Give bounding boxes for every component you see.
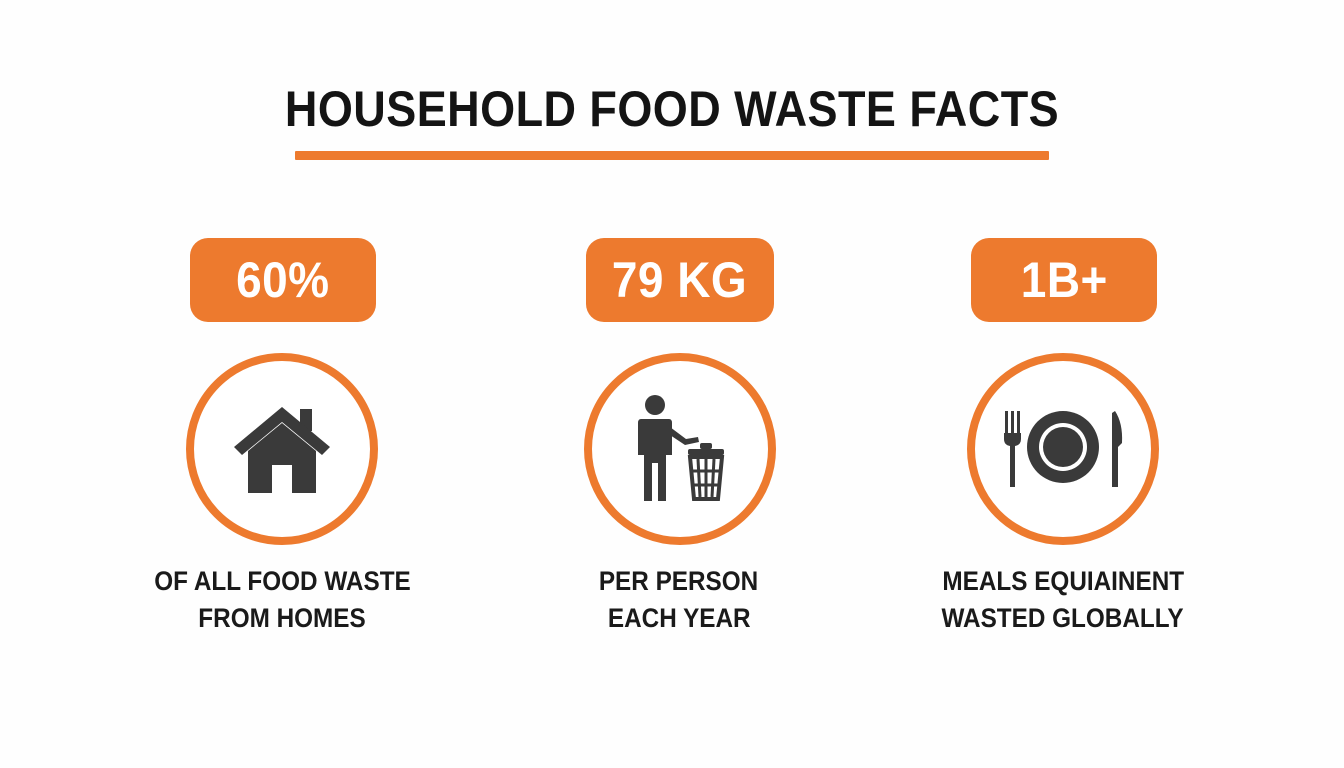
stat-value-badge: 60% <box>190 238 376 322</box>
stat-value: 60% <box>236 252 330 308</box>
stat-caption: PER PERSON EACH YEAR <box>519 563 839 637</box>
stat-value: 79 KG <box>612 252 748 308</box>
person-trash-icon <box>638 395 725 501</box>
plate-cutlery-icon <box>1004 411 1123 487</box>
caption-line: EACH YEAR <box>607 603 751 633</box>
icon-ring <box>186 353 378 545</box>
page-title: HOUSEHOLD FOOD WASTE FACTS <box>284 81 1060 137</box>
caption-line: OF ALL FOOD WASTE <box>153 566 411 596</box>
stat-caption: OF ALL FOOD WASTE FROM HOMES <box>122 563 442 637</box>
caption-line: PER PERSON <box>599 566 759 596</box>
stat-value-badge: 79 KG <box>586 238 774 322</box>
caption-line: FROM HOMES <box>198 603 366 633</box>
caption-line: MEALS EQUIAINENT <box>942 566 1184 596</box>
icon-ring <box>584 353 776 545</box>
title-underline <box>295 151 1049 160</box>
house-icon <box>234 407 330 493</box>
stat-value-badge: 1B+ <box>971 238 1157 322</box>
stat-caption: MEALS EQUIAINENT WASTED GLOBALLY <box>903 563 1223 637</box>
icon-ring <box>967 353 1159 545</box>
caption-line: WASTED GLOBALLY <box>941 603 1185 633</box>
stat-value: 1B+ <box>1020 252 1108 308</box>
